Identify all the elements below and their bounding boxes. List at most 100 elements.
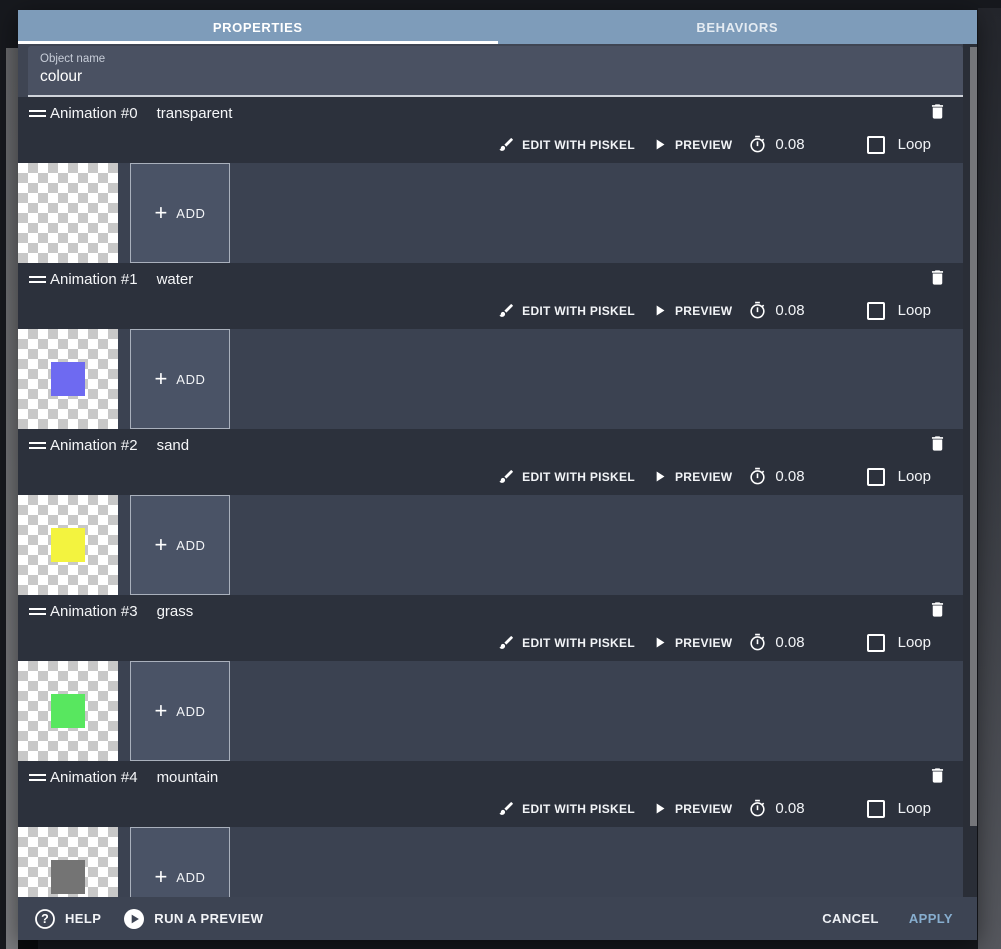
- help-label: HELP: [65, 911, 102, 926]
- drag-handle-icon[interactable]: [29, 774, 46, 781]
- edit-with-piskel-label: EDIT WITH PISKEL: [522, 303, 635, 318]
- animation-section: Animation #2 sand EDIT WITH PISKEL: [18, 429, 963, 595]
- animation-toolbar: EDIT WITH PISKEL PREVIEW 0.08 Loop: [498, 467, 931, 486]
- loop-label: Loop: [897, 136, 931, 153]
- time-between-frames-field[interactable]: 0.08: [748, 633, 805, 652]
- scrollbar-track[interactable]: [963, 44, 977, 897]
- animation-name-input[interactable]: transparent: [156, 105, 233, 122]
- edit-with-piskel-label: EDIT WITH PISKEL: [522, 635, 635, 650]
- edit-with-piskel-button[interactable]: EDIT WITH PISKEL: [498, 302, 635, 319]
- animation-frames-row: + ADD: [18, 827, 963, 897]
- drag-handle-icon[interactable]: [29, 442, 46, 449]
- preview-button[interactable]: PREVIEW: [651, 634, 732, 651]
- frame-thumbnail[interactable]: [18, 661, 118, 761]
- play-icon: [651, 468, 668, 485]
- add-frame-label: ADD: [176, 371, 206, 387]
- time-between-frames-value[interactable]: 0.08: [775, 302, 805, 319]
- add-frame-label: ADD: [176, 205, 206, 221]
- apply-button[interactable]: APPLY: [908, 911, 953, 926]
- add-frame-button[interactable]: + ADD: [130, 661, 230, 761]
- frame-thumbnail[interactable]: [18, 827, 118, 897]
- stopwatch-icon: [748, 135, 767, 154]
- delete-animation-button[interactable]: [928, 268, 947, 287]
- tab-properties[interactable]: PROPERTIES: [18, 10, 498, 44]
- preview-button[interactable]: PREVIEW: [651, 800, 732, 817]
- edit-with-piskel-button[interactable]: EDIT WITH PISKEL: [498, 800, 635, 817]
- time-between-frames-value[interactable]: 0.08: [775, 468, 805, 485]
- edit-with-piskel-button[interactable]: EDIT WITH PISKEL: [498, 634, 635, 651]
- delete-animation-button[interactable]: [928, 766, 947, 785]
- loop-checkbox[interactable]: [866, 301, 885, 320]
- preview-button[interactable]: PREVIEW: [651, 302, 732, 319]
- frame-color-swatch: [51, 860, 85, 894]
- tab-behaviors[interactable]: BEHAVIORS: [498, 10, 978, 44]
- plus-icon: +: [154, 532, 168, 557]
- loop-checkbox[interactable]: [866, 799, 885, 818]
- frame-thumbnail[interactable]: [18, 163, 118, 263]
- edit-with-piskel-button[interactable]: EDIT WITH PISKEL: [498, 136, 635, 153]
- animation-title-row: Animation #1 water: [29, 271, 193, 288]
- add-frame-button[interactable]: + ADD: [130, 495, 230, 595]
- help-button[interactable]: ? HELP: [34, 908, 101, 930]
- preview-button[interactable]: PREVIEW: [651, 136, 732, 153]
- add-frame-button[interactable]: + ADD: [130, 163, 230, 263]
- loop-toggle[interactable]: Loop: [866, 135, 931, 154]
- loop-toggle[interactable]: Loop: [866, 799, 931, 818]
- time-between-frames-field[interactable]: 0.08: [748, 799, 805, 818]
- animation-name-input[interactable]: sand: [156, 437, 190, 454]
- animation-section: Animation #0 transparent EDIT WITH PISKE…: [18, 97, 963, 263]
- animation-section: Animation #1 water EDIT WITH PISKEL: [18, 263, 963, 429]
- add-frame-button[interactable]: + ADD: [130, 827, 230, 897]
- brush-icon: [498, 634, 515, 651]
- edit-with-piskel-button[interactable]: EDIT WITH PISKEL: [498, 468, 635, 485]
- object-name-input[interactable]: colour: [40, 68, 83, 85]
- scrollbar-thumb[interactable]: [970, 47, 977, 826]
- dialog-footer: ? HELP RUN A PREVIEW CANCEL APPLY: [18, 897, 977, 940]
- delete-animation-button[interactable]: [928, 102, 947, 121]
- time-between-frames-value[interactable]: 0.08: [775, 634, 805, 651]
- time-between-frames-field[interactable]: 0.08: [748, 301, 805, 320]
- time-between-frames-value[interactable]: 0.08: [775, 800, 805, 817]
- loop-checkbox[interactable]: [866, 633, 885, 652]
- active-tab-indicator: [18, 41, 498, 44]
- delete-animation-button[interactable]: [928, 434, 947, 453]
- trash-icon: [928, 600, 947, 619]
- frame-thumbnail[interactable]: [18, 495, 118, 595]
- drag-handle-icon[interactable]: [29, 110, 46, 117]
- animations-list: Animation #0 transparent EDIT WITH PISKE…: [18, 97, 963, 897]
- add-frame-button[interactable]: + ADD: [130, 329, 230, 429]
- trash-icon: [928, 766, 947, 785]
- animation-section: Animation #4 mountain EDIT WITH PISKEL: [18, 761, 963, 897]
- play-icon: [651, 634, 668, 651]
- brush-icon: [498, 468, 515, 485]
- drag-handle-icon[interactable]: [29, 276, 46, 283]
- preview-label: PREVIEW: [674, 801, 733, 816]
- object-name-block: Object name colour: [18, 44, 963, 97]
- animation-name-input[interactable]: water: [156, 271, 194, 288]
- animation-index-label: Animation #0: [50, 105, 138, 122]
- time-between-frames-value[interactable]: 0.08: [775, 136, 805, 153]
- stopwatch-icon: [748, 467, 767, 486]
- delete-animation-button[interactable]: [928, 600, 947, 619]
- drag-handle-icon[interactable]: [29, 608, 46, 615]
- help-icon: ?: [34, 908, 56, 930]
- cancel-button[interactable]: CANCEL: [822, 911, 879, 926]
- loop-toggle[interactable]: Loop: [866, 467, 931, 486]
- tab-behaviors-label: BEHAVIORS: [696, 19, 779, 35]
- loop-checkbox[interactable]: [866, 135, 885, 154]
- animation-header: Animation #1 water EDIT WITH PISKEL: [18, 263, 963, 329]
- preview-button[interactable]: PREVIEW: [651, 468, 732, 485]
- loop-toggle[interactable]: Loop: [866, 633, 931, 652]
- run-preview-button[interactable]: RUN A PREVIEW: [123, 908, 263, 930]
- preview-label: PREVIEW: [674, 303, 733, 318]
- time-between-frames-field[interactable]: 0.08: [748, 467, 805, 486]
- stopwatch-icon: [748, 301, 767, 320]
- object-name-field[interactable]: Object name colour: [28, 46, 963, 97]
- animation-name-input[interactable]: grass: [156, 603, 194, 620]
- animation-name-input[interactable]: mountain: [156, 769, 219, 786]
- loop-checkbox[interactable]: [866, 467, 885, 486]
- background-left-strip: [6, 48, 18, 949]
- time-between-frames-field[interactable]: 0.08: [748, 135, 805, 154]
- frame-thumbnail[interactable]: [18, 329, 118, 429]
- loop-toggle[interactable]: Loop: [866, 301, 931, 320]
